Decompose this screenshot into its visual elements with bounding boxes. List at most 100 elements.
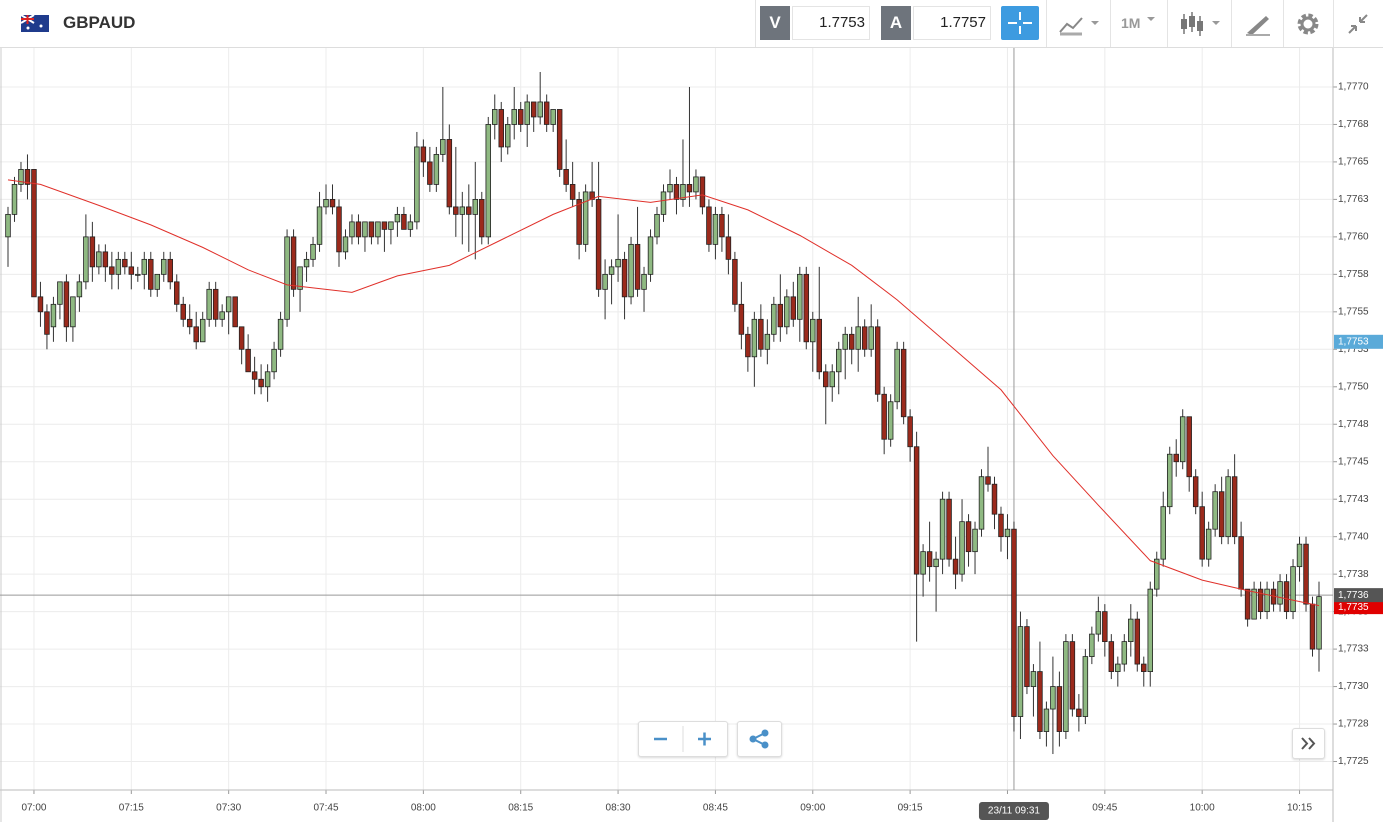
candle-body	[329, 198, 336, 208]
candle-body	[297, 266, 303, 290]
candle-body	[784, 296, 790, 328]
candle-body	[978, 476, 985, 530]
candle-body	[1283, 581, 1290, 613]
candle-body	[842, 333, 848, 350]
candle-body	[602, 273, 608, 290]
bid-price[interactable]: 1.7753	[792, 6, 870, 40]
candle-body	[946, 498, 952, 560]
candle-body	[459, 206, 466, 215]
candle-body	[290, 236, 297, 290]
candle-body	[1154, 558, 1160, 590]
candle-body	[485, 124, 492, 238]
candle-body	[1121, 641, 1128, 665]
candle-body	[505, 124, 511, 148]
candle-body	[803, 273, 810, 343]
candle-body	[563, 169, 569, 185]
x-tick-label: 07:00	[21, 803, 46, 814]
candle-body	[1186, 416, 1192, 478]
candle-body	[1108, 641, 1115, 672]
candle-body	[1264, 588, 1270, 613]
candle-body	[939, 498, 946, 560]
candle-body	[667, 184, 673, 193]
y-tick-label: 1,7750	[1338, 381, 1369, 392]
candle-body	[368, 221, 375, 238]
candle-body	[693, 176, 699, 193]
candle-body	[530, 101, 537, 118]
bid-label[interactable]: V	[760, 6, 790, 40]
scroll-end-button[interactable]	[1292, 728, 1325, 759]
crosshair-time-label: 23/11 09:31	[988, 806, 1041, 817]
candle-body	[887, 401, 894, 440]
candle-body	[991, 483, 998, 515]
candle-body	[381, 221, 388, 230]
candle-body	[823, 371, 829, 388]
candle-body	[407, 221, 414, 230]
candle-body	[18, 169, 24, 185]
candle-body	[660, 191, 667, 215]
x-tick-label: 07:45	[313, 803, 338, 814]
candle-body	[1225, 476, 1231, 538]
candle-body	[524, 101, 530, 125]
ask-label[interactable]: A	[881, 6, 911, 40]
draw-tool-button[interactable]	[1244, 11, 1272, 37]
candle-body	[699, 176, 706, 208]
candle-body	[420, 146, 427, 163]
candle-body	[440, 139, 446, 155]
candle-body	[76, 281, 83, 298]
candle-body	[517, 109, 524, 125]
candle-body	[1030, 671, 1037, 687]
candle-body	[874, 326, 881, 395]
candle-body	[771, 303, 777, 335]
settings-button[interactable]	[1295, 11, 1321, 37]
candle-body	[492, 109, 498, 125]
candle-body	[70, 296, 76, 328]
candle-body	[232, 296, 238, 328]
candle-body	[913, 446, 920, 575]
scroll-icon	[1301, 737, 1316, 750]
candle-body	[894, 348, 900, 403]
candle-body	[167, 258, 173, 283]
candle-body	[1290, 566, 1296, 613]
candle-body	[310, 243, 316, 260]
x-tick-label: 10:15	[1287, 803, 1312, 814]
x-tick-label: 08:30	[606, 803, 631, 814]
candle-style-button[interactable]	[1180, 10, 1224, 38]
crosshair-button[interactable]	[1001, 6, 1039, 40]
candle-body	[848, 333, 855, 350]
candle-body	[881, 393, 887, 440]
ask-price[interactable]: 1.7757	[913, 6, 991, 40]
candle-body	[511, 109, 517, 125]
candle-body	[1102, 611, 1108, 642]
candle-body	[96, 251, 102, 268]
y-tick-label: 1,7745	[1338, 456, 1369, 467]
candle-body	[1309, 603, 1316, 650]
candle-body	[797, 273, 803, 320]
share-button[interactable]	[737, 721, 782, 757]
chart-type-button[interactable]	[1058, 12, 1102, 36]
separator	[1167, 0, 1168, 47]
candle-body	[647, 236, 654, 275]
candle-body	[621, 258, 628, 298]
candle-body	[1199, 506, 1205, 560]
candle-body	[725, 236, 732, 260]
y-tick-label: 1,7755	[1338, 306, 1369, 317]
candle-body	[1115, 663, 1121, 672]
x-tick-label: 07:30	[216, 803, 241, 814]
y-tick-label: 1,7743	[1338, 494, 1369, 505]
candle-body	[57, 281, 63, 305]
collapse-button[interactable]	[1346, 12, 1370, 36]
y-tick-label: 1,7748	[1338, 419, 1369, 430]
dropdown-arrow	[1147, 17, 1155, 21]
candle-body	[349, 221, 355, 238]
candle-body	[446, 139, 453, 208]
candle-body	[1316, 596, 1322, 650]
x-tick-label: 09:00	[800, 803, 825, 814]
timeframe-button[interactable]: 1M	[1121, 15, 1141, 31]
candle-body	[861, 326, 868, 350]
y-tick-label: 1,7738	[1338, 569, 1369, 580]
candle-body	[89, 236, 96, 268]
candle-body	[212, 288, 219, 320]
candle-body	[453, 206, 459, 215]
y-tick-label: 1,7758	[1338, 269, 1369, 280]
candle-body	[985, 476, 991, 485]
